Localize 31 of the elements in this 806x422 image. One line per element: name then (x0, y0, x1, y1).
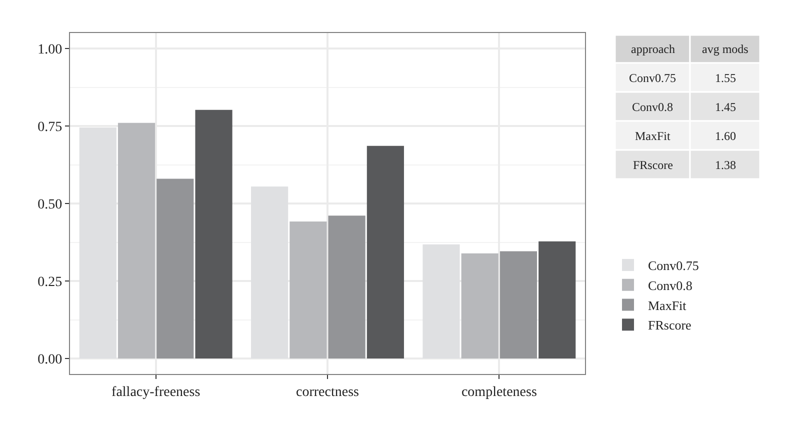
bar (118, 122, 156, 358)
legend-label: Conv0.75 (648, 258, 699, 274)
x-tick-label: completeness (461, 384, 537, 400)
x-tick-label: correctness (296, 384, 359, 400)
bar (538, 241, 576, 358)
y-tick-label: 1.00 (38, 42, 62, 58)
legend-label: MaxFit (648, 298, 687, 313)
text: Conv0.75 (629, 71, 676, 85)
y-tick-label: 0.00 (38, 352, 62, 368)
y-tick-label: 0.50 (38, 197, 62, 212)
legend-label: Conv0.8 (648, 278, 692, 293)
bar (195, 110, 232, 358)
y-tick-label: 0.25 (38, 274, 62, 290)
bar (156, 178, 194, 358)
text: MaxFit (635, 129, 672, 143)
x-tick-label: fallacy-freeness (112, 384, 200, 400)
text: approach (631, 42, 675, 56)
bar (500, 251, 538, 358)
bar (366, 146, 404, 358)
bar (290, 221, 327, 358)
text: 1.60 (715, 129, 736, 143)
text: avg mods (702, 42, 749, 56)
y-tick-label: 0.75 (38, 120, 62, 135)
text: FRscore (633, 158, 673, 172)
text: 1.55 (715, 71, 736, 85)
text: 1.38 (715, 158, 736, 172)
text: 1.45 (715, 100, 736, 114)
bar (328, 216, 366, 358)
legend-label: FRscore (648, 318, 692, 333)
text: Conv0.8 (632, 100, 674, 114)
bar (461, 253, 498, 358)
